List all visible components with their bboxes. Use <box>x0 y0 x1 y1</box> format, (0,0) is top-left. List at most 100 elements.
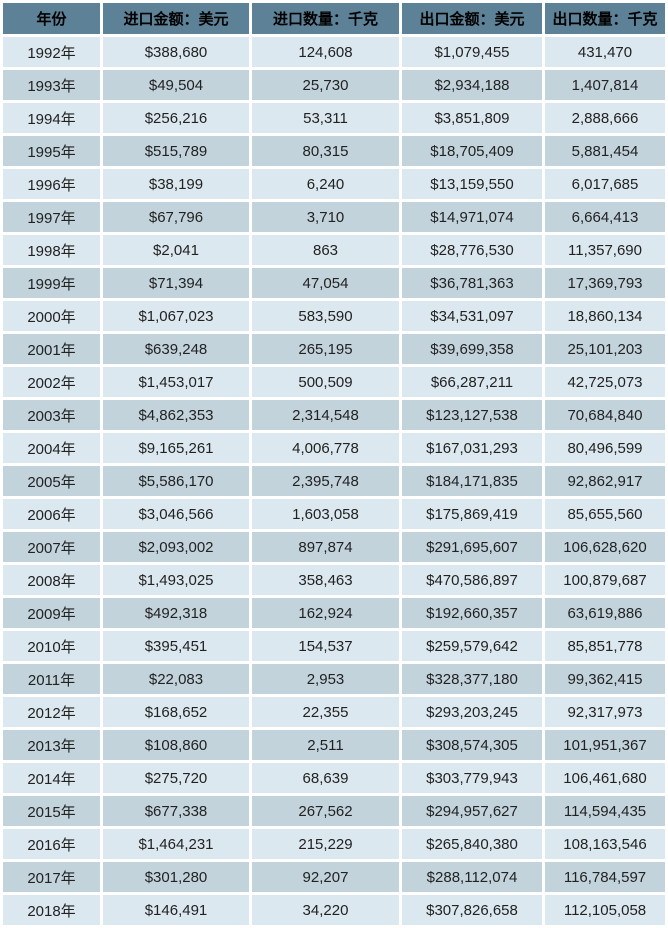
table-row: 1997年 $67,796 3,710 $14,971,074 6,664,413 <box>3 202 665 232</box>
table-cell: $13,159,550 <box>402 169 542 199</box>
table-row: 1994年 $256,216 53,311 $3,851,809 2,888,666 <box>3 103 665 133</box>
table-row: 1998年 $2,041 863 $28,776,530 11,357,690 <box>3 235 665 265</box>
table-cell: 80,315 <box>252 136 399 166</box>
table-cell: 106,628,620 <box>545 532 665 562</box>
column-header-export-amount: 出口金额：美元 <box>402 3 542 34</box>
table-row: 2011年 $22,083 2,953 $328,377,180 99,362,415 <box>3 664 665 694</box>
table-cell: 1,603,058 <box>252 499 399 529</box>
table-row: 2002年 $1,453,017 500,509 $66,287,211 42,725,… <box>3 367 665 397</box>
table-cell: 11,357,690 <box>545 235 665 265</box>
table-cell: $71,394 <box>103 268 249 298</box>
table-cell: $123,127,538 <box>402 400 542 430</box>
table-cell: 25,730 <box>252 70 399 100</box>
table-row: 2004年 $9,165,261 4,006,778 $167,031,293 80,4… <box>3 433 665 463</box>
table-cell: 4,006,778 <box>252 433 399 463</box>
table-cell: 63,619,886 <box>545 598 665 628</box>
column-header-import-quantity: 进口数量：千克 <box>252 3 399 34</box>
table-cell: 42,725,073 <box>545 367 665 397</box>
table-row: 2008年 $1,493,025 358,463 $470,586,897 100,87… <box>3 565 665 595</box>
table-cell: 358,463 <box>252 565 399 595</box>
column-header-export-quantity: 出口数量：千克 <box>545 3 665 34</box>
table-cell: $1,067,023 <box>103 301 249 331</box>
table-cell: $259,579,642 <box>402 631 542 661</box>
table-cell: $18,705,409 <box>402 136 542 166</box>
table-row: 2018年 $146,491 34,220 $307,826,658 112,105,0… <box>3 895 665 925</box>
table-cell: 6,240 <box>252 169 399 199</box>
table-row: 1993年 $49,504 25,730 $2,934,188 1,407,814 <box>3 70 665 100</box>
table-cell: 47,054 <box>252 268 399 298</box>
table-cell: $34,531,097 <box>402 301 542 331</box>
table-cell: $288,112,074 <box>402 862 542 892</box>
table-cell: 92,862,917 <box>545 466 665 496</box>
table-cell: 1,407,814 <box>545 70 665 100</box>
table-cell: 6,664,413 <box>545 202 665 232</box>
year-cell: 2011年 <box>3 664 100 694</box>
table-cell: $184,171,835 <box>402 466 542 496</box>
table-cell: 116,784,597 <box>545 862 665 892</box>
table-cell: 80,496,599 <box>545 433 665 463</box>
table-cell: $168,652 <box>103 697 249 727</box>
year-cell: 1994年 <box>3 103 100 133</box>
table-cell: 100,879,687 <box>545 565 665 595</box>
table-cell: 25,101,203 <box>545 334 665 364</box>
table-body: 1992年 $388,680 124,608 $1,079,455 431,470 199… <box>3 37 665 925</box>
table-row: 2005年 $5,586,170 2,395,748 $184,171,835 92,8… <box>3 466 665 496</box>
table-cell: $39,699,358 <box>402 334 542 364</box>
table-cell: $2,934,188 <box>402 70 542 100</box>
table-cell: 2,511 <box>252 730 399 760</box>
table-cell: 2,395,748 <box>252 466 399 496</box>
year-cell: 2002年 <box>3 367 100 397</box>
table-row: 2017年 $301,280 92,207 $288,112,074 116,784,5… <box>3 862 665 892</box>
table-cell: 101,951,367 <box>545 730 665 760</box>
table-cell: $293,203,245 <box>402 697 542 727</box>
year-cell: 2012年 <box>3 697 100 727</box>
year-cell: 2017年 <box>3 862 100 892</box>
table-cell: $1,079,455 <box>402 37 542 67</box>
table-header-row: 年份 进口金额：美元 进口数量：千克 出口金额：美元 出口数量：千克 <box>3 3 665 34</box>
table-cell: 267,562 <box>252 796 399 826</box>
year-cell: 1997年 <box>3 202 100 232</box>
year-cell: 1998年 <box>3 235 100 265</box>
table-row: 2007年 $2,093,002 897,874 $291,695,607 106,62… <box>3 532 665 562</box>
year-cell: 1999年 <box>3 268 100 298</box>
year-cell: 1992年 <box>3 37 100 67</box>
table-row: 2013年 $108,860 2,511 $308,574,305 101,951,36… <box>3 730 665 760</box>
table-cell: $22,083 <box>103 664 249 694</box>
table-cell: 897,874 <box>252 532 399 562</box>
table-cell: $4,862,353 <box>103 400 249 430</box>
table-cell: 68,639 <box>252 763 399 793</box>
table-cell: 215,229 <box>252 829 399 859</box>
table-cell: $146,491 <box>103 895 249 925</box>
table-cell: 583,590 <box>252 301 399 331</box>
table-cell: $66,287,211 <box>402 367 542 397</box>
table-row: 1999年 $71,394 47,054 $36,781,363 17,369,793 <box>3 268 665 298</box>
table-cell: $175,869,419 <box>402 499 542 529</box>
table-row: 2010年 $395,451 154,537 $259,579,642 85,851,7… <box>3 631 665 661</box>
table-cell: $256,216 <box>103 103 249 133</box>
year-cell: 2007年 <box>3 532 100 562</box>
table-cell: $301,280 <box>103 862 249 892</box>
table-cell: 5,881,454 <box>545 136 665 166</box>
table-cell: 2,314,548 <box>252 400 399 430</box>
table-cell: $265,840,380 <box>402 829 542 859</box>
table-cell: $492,318 <box>103 598 249 628</box>
table-cell: 431,470 <box>545 37 665 67</box>
year-cell: 2001年 <box>3 334 100 364</box>
table-cell: $307,826,658 <box>402 895 542 925</box>
table-cell: $470,586,897 <box>402 565 542 595</box>
table-cell: 34,220 <box>252 895 399 925</box>
table-cell: $303,779,943 <box>402 763 542 793</box>
table-cell: $639,248 <box>103 334 249 364</box>
year-cell: 2010年 <box>3 631 100 661</box>
table-cell: $3,851,809 <box>402 103 542 133</box>
table-cell: $515,789 <box>103 136 249 166</box>
table-cell: $1,453,017 <box>103 367 249 397</box>
table-cell: 92,207 <box>252 862 399 892</box>
table-cell: $14,971,074 <box>402 202 542 232</box>
table-row: 2012年 $168,652 22,355 $293,203,245 92,317,97… <box>3 697 665 727</box>
column-header-year: 年份 <box>3 3 100 34</box>
table-row: 2006年 $3,046,566 1,603,058 $175,869,419 85,6… <box>3 499 665 529</box>
table-cell: 6,017,685 <box>545 169 665 199</box>
table-cell: 265,195 <box>252 334 399 364</box>
table-cell: $1,493,025 <box>103 565 249 595</box>
